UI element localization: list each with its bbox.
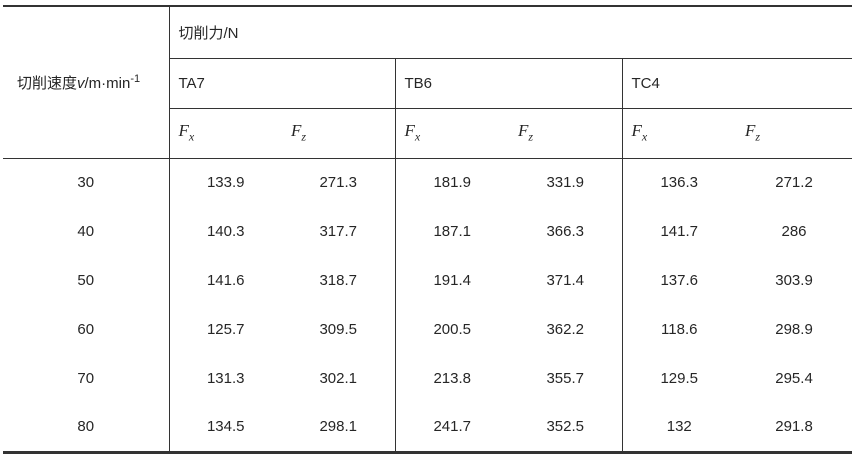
value-cell-tb6-fx: 213.8	[394, 354, 509, 403]
value-cell-tb6-fx: 187.1	[394, 207, 509, 256]
cutting-force-table: 切削速度v/m·min-1 切削力/N TA7 TB6 TC4 Fx Fz Fx…	[3, 5, 853, 454]
speed-header-cell: 切削速度v/m·min-1	[3, 6, 170, 159]
table-row: 80 134.5 298.1 241.7 352.5 132 291.8	[3, 403, 852, 452]
value-cell-tb6-fx: 191.4	[394, 256, 509, 305]
speed-cell: 80	[77, 418, 95, 436]
value-cell-tb6-fz: 355.7	[546, 370, 585, 387]
value-cell-tc4-fz: 298.9	[775, 321, 813, 338]
value-cell-tb6-fx: 241.7	[394, 403, 509, 452]
value-cell-ta7-fx: 140.3	[168, 207, 282, 256]
table-row: 40 140.3 317.7 187.1 366.3 141.7 286	[3, 207, 852, 256]
value-cell-tb6-fz: 371.4	[546, 272, 585, 289]
value-cell-tb6-fx: 200.5	[394, 305, 509, 354]
value-cell-tc4-fx: 137.6	[621, 256, 736, 305]
value-cell-tc4-fx: 129.5	[621, 354, 736, 403]
value-cell-ta7-fz: 317.7	[319, 223, 358, 240]
value-cell-ta7-fz: 318.7	[319, 272, 358, 289]
value-cell-tc4-fz: 295.4	[775, 370, 813, 387]
table-row: 30 133.9 271.3 181.9 331.9 136.3 271.2	[3, 158, 852, 207]
speed-header-prefix: 切削速度	[17, 74, 78, 92]
header-row-force: 切削速度v/m·min-1 切削力/N	[3, 6, 853, 159]
fz-header-tc4: Fz	[736, 108, 853, 159]
speed-cell: 60	[77, 321, 95, 338]
value-cell-tc4-fz: 271.2	[775, 174, 813, 192]
material-header-ta7: TA7	[169, 58, 395, 109]
value-cell-ta7-fz: 271.3	[319, 174, 358, 192]
speed-cell: 70	[77, 370, 95, 387]
speed-variable: v	[77, 74, 85, 92]
value-cell-tb6-fz: 331.9	[546, 174, 585, 192]
speed-cell: 50	[77, 272, 95, 289]
speed-cell: 30	[77, 174, 95, 192]
value-cell-ta7-fx: 133.9	[168, 158, 282, 207]
speed-unit: /m·min	[84, 74, 131, 92]
value-cell-tb6-fx: 181.9	[394, 158, 509, 207]
value-cell-tb6-fz: 352.5	[546, 418, 585, 436]
value-cell-tc4-fz: 286	[781, 223, 807, 240]
value-cell-tc4-fx: 141.7	[621, 207, 736, 256]
material-header-tb6: TB6	[394, 58, 622, 109]
value-cell-tc4-fx: 136.3	[621, 158, 736, 207]
fx-header-tb6: Fx	[394, 108, 509, 159]
speed-unit-exponent: -1	[130, 72, 141, 85]
value-cell-tc4-fz: 303.9	[775, 272, 813, 289]
value-cell-tc4-fx: 118.6	[621, 305, 736, 354]
value-cell-ta7-fz: 302.1	[319, 370, 358, 387]
fx-header-tc4: Fx	[621, 108, 736, 159]
value-cell-tc4-fx: 132	[621, 403, 736, 452]
table-row: 70 131.3 302.1 213.8 355.7 129.5 295.4	[3, 354, 852, 403]
value-cell-ta7-fx: 141.6	[168, 256, 282, 305]
material-header-tc4: TC4	[621, 58, 853, 109]
value-cell-tc4-fz: 291.8	[775, 418, 813, 436]
fz-header-ta7: Fz	[282, 108, 395, 159]
table-row: 50 141.6 318.7 191.4 371.4 137.6 303.9	[3, 256, 852, 305]
speed-cell: 40	[77, 223, 95, 240]
value-cell-tb6-fz: 362.2	[546, 321, 585, 338]
value-cell-tb6-fz: 366.3	[546, 223, 585, 240]
value-cell-ta7-fx: 134.5	[168, 403, 282, 452]
header-row-materials: TA7 TB6 TC4	[3, 58, 853, 109]
fz-header-tb6: Fz	[509, 108, 622, 159]
table-row: 60 125.7 309.5 200.5 362.2 118.6 298.9	[3, 305, 852, 354]
value-cell-ta7-fz: 298.1	[319, 418, 358, 436]
force-unit-header: 切削力/N	[169, 6, 853, 59]
fx-header-ta7: Fx	[169, 108, 282, 159]
value-cell-ta7-fz: 309.5	[319, 321, 358, 338]
value-cell-ta7-fx: 131.3	[168, 354, 282, 403]
header-row-components: Fx Fz Fx Fz Fx Fz	[3, 108, 853, 159]
value-cell-ta7-fx: 125.7	[168, 305, 282, 354]
